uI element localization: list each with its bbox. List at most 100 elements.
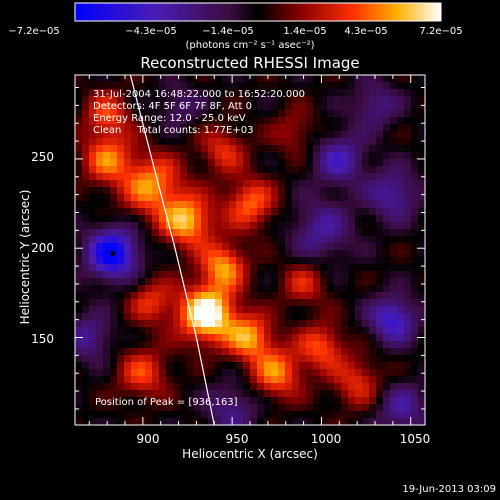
heatmap-cell	[390, 271, 398, 279]
heatmap-cell	[110, 131, 118, 139]
heatmap-cell	[299, 306, 307, 314]
heatmap-cell	[215, 320, 223, 328]
heatmap-cell	[229, 75, 237, 83]
heatmap-cell	[390, 376, 398, 384]
heatmap-cell	[292, 208, 300, 216]
heatmap-cell	[159, 138, 167, 146]
heatmap-cell	[159, 334, 167, 342]
heatmap-cell	[166, 390, 174, 398]
heatmap-cell	[208, 145, 216, 153]
heatmap-cell	[397, 124, 405, 132]
heatmap-cell	[138, 299, 146, 307]
heatmap-cell	[250, 124, 258, 132]
heatmap-cell	[397, 201, 405, 209]
heatmap-cell	[397, 75, 405, 83]
heatmap-cell	[320, 250, 328, 258]
heatmap-cell	[418, 187, 426, 195]
heatmap-cell	[376, 124, 384, 132]
heatmap-cell	[257, 96, 265, 104]
heatmap-cell	[236, 145, 244, 153]
heatmap-cell	[229, 376, 237, 384]
heatmap-cell	[271, 208, 279, 216]
heatmap-cell	[299, 299, 307, 307]
heatmap-cell	[159, 201, 167, 209]
heatmap-cell	[355, 418, 363, 426]
heatmap-cell	[131, 397, 139, 405]
heatmap-cell	[89, 369, 97, 377]
info-detectors: Detectors: 4F 5F 6F 7F 8F, Att 0	[93, 101, 253, 112]
heatmap-cell	[390, 320, 398, 328]
heatmap-cell	[138, 306, 146, 314]
heatmap-cell	[89, 201, 97, 209]
heatmap-cell	[271, 299, 279, 307]
heatmap-cell	[362, 362, 370, 370]
heatmap-cell	[257, 201, 265, 209]
heatmap-cell	[173, 229, 181, 237]
heatmap-cell	[418, 299, 426, 307]
heatmap-cell	[383, 229, 391, 237]
heatmap-cell	[89, 320, 97, 328]
heatmap-cell	[299, 82, 307, 90]
heatmap-cell	[215, 271, 223, 279]
heatmap-cell	[278, 145, 286, 153]
heatmap-cell	[348, 110, 356, 118]
heatmap-cell	[327, 145, 335, 153]
heatmap-cell	[355, 383, 363, 391]
heatmap-cell	[180, 166, 188, 174]
heatmap-cell	[145, 306, 153, 314]
heatmap-cell	[390, 327, 398, 335]
heatmap-cell	[131, 243, 139, 251]
heatmap-cell	[145, 418, 153, 426]
heatmap-cell	[404, 418, 412, 426]
heatmap-cell	[320, 285, 328, 293]
heatmap-cell	[397, 89, 405, 97]
heatmap-cell	[306, 271, 314, 279]
heatmap-cell	[215, 236, 223, 244]
heatmap-cell	[341, 320, 349, 328]
heatmap-cell	[159, 180, 167, 188]
heatmap-cell	[243, 96, 251, 104]
heatmap-cell	[103, 208, 111, 216]
heatmap-cell	[236, 418, 244, 426]
heatmap-cell	[236, 306, 244, 314]
heatmap-cell	[418, 208, 426, 216]
heatmap-cell	[411, 320, 419, 328]
heatmap-cell	[166, 264, 174, 272]
heatmap-cell	[250, 110, 258, 118]
heatmap-cell	[138, 194, 146, 202]
heatmap-cell	[124, 250, 132, 258]
heatmap-cell	[306, 96, 314, 104]
heatmap-cell	[117, 215, 125, 223]
heatmap-cell	[390, 292, 398, 300]
heatmap-cell	[355, 166, 363, 174]
heatmap-cell	[131, 229, 139, 237]
heatmap-cell	[124, 243, 132, 251]
heatmap-cell	[397, 145, 405, 153]
heatmap-cell	[334, 306, 342, 314]
heatmap-cell	[306, 264, 314, 272]
heatmap-cell	[96, 180, 104, 188]
heatmap-cell	[236, 222, 244, 230]
heatmap-cell	[173, 117, 181, 125]
heatmap-cell	[138, 243, 146, 251]
heatmap-cell	[292, 334, 300, 342]
y-tick-label: 250	[31, 150, 54, 164]
heatmap-cell	[201, 264, 209, 272]
heatmap-cell	[173, 264, 181, 272]
heatmap-cell	[82, 194, 90, 202]
heatmap-cell	[89, 180, 97, 188]
heatmap-cell	[334, 243, 342, 251]
heatmap-cell	[376, 257, 384, 265]
heatmap-cell	[285, 96, 293, 104]
heatmap-cell	[194, 383, 202, 391]
heatmap-cell	[327, 362, 335, 370]
heatmap-cell	[236, 243, 244, 251]
heatmap-cell	[201, 89, 209, 97]
heatmap-cell	[110, 306, 118, 314]
heatmap-cell	[418, 180, 426, 188]
heatmap-cell	[117, 306, 125, 314]
heatmap-cell	[75, 257, 83, 265]
heatmap-cell	[250, 299, 258, 307]
heatmap-cell	[138, 89, 146, 97]
heatmap-cell	[222, 355, 230, 363]
